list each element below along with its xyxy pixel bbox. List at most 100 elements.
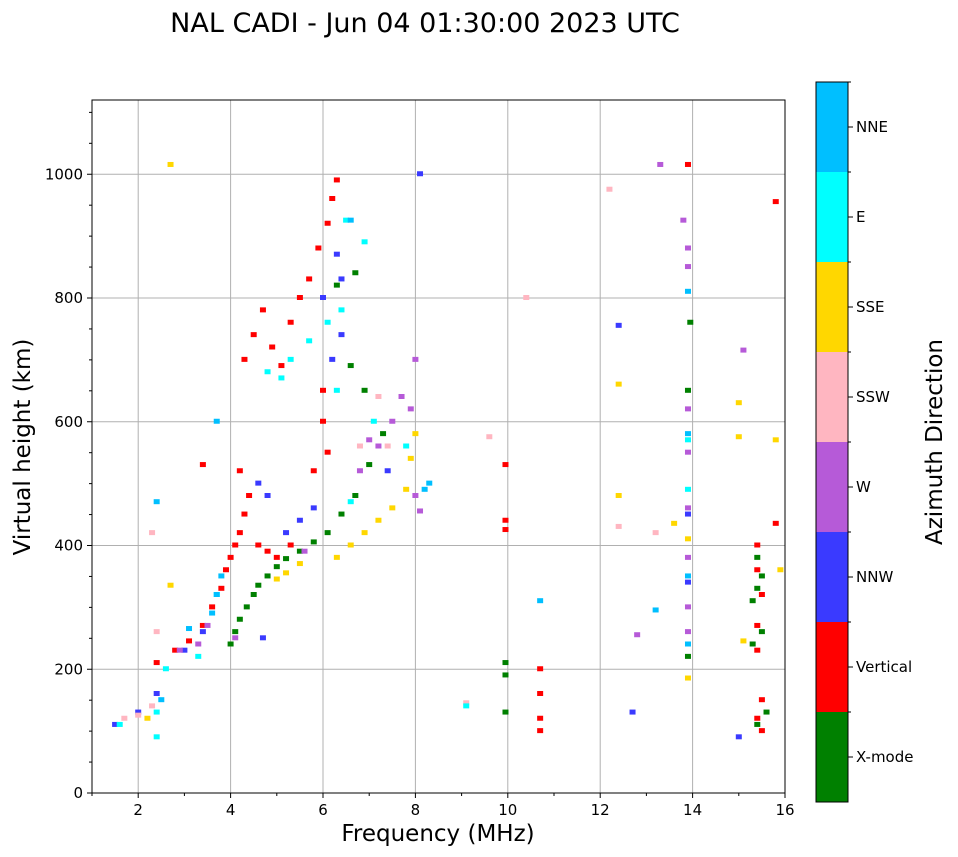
data-point bbox=[135, 709, 142, 715]
y-tick-label: 1000 bbox=[45, 165, 83, 183]
y-tick-label: 400 bbox=[54, 537, 83, 555]
data-point bbox=[754, 715, 761, 721]
data-point bbox=[537, 691, 544, 696]
data-point bbox=[255, 480, 262, 486]
data-point bbox=[502, 462, 509, 468]
data-point bbox=[167, 161, 174, 167]
data-point bbox=[333, 251, 340, 257]
data-point bbox=[763, 709, 770, 715]
data-point bbox=[758, 697, 765, 703]
data-point bbox=[684, 604, 691, 610]
data-point bbox=[754, 721, 761, 727]
data-point bbox=[243, 604, 250, 610]
data-point bbox=[537, 728, 544, 734]
data-point bbox=[735, 734, 742, 740]
data-point bbox=[144, 715, 151, 721]
x-tick-label: 4 bbox=[226, 801, 236, 819]
data-point bbox=[338, 276, 345, 282]
data-point bbox=[218, 585, 225, 591]
data-point bbox=[758, 629, 765, 635]
data-point bbox=[684, 437, 691, 443]
data-point bbox=[283, 530, 290, 536]
data-point bbox=[523, 295, 530, 300]
grid-lines bbox=[92, 100, 785, 793]
data-point bbox=[502, 527, 509, 533]
data-point bbox=[296, 548, 303, 554]
data-point bbox=[384, 468, 391, 474]
data-point bbox=[186, 638, 193, 644]
data-point bbox=[241, 511, 248, 517]
data-point bbox=[287, 319, 294, 325]
data-point bbox=[426, 480, 433, 486]
data-point bbox=[361, 387, 368, 393]
data-point bbox=[264, 548, 271, 554]
data-point bbox=[684, 486, 691, 492]
data-point bbox=[356, 468, 363, 474]
x-tick-label: 16 bbox=[775, 801, 794, 819]
data-point bbox=[652, 607, 659, 613]
data-point bbox=[684, 431, 691, 437]
data-point bbox=[463, 700, 470, 706]
data-point bbox=[384, 443, 391, 449]
data-point bbox=[684, 536, 691, 542]
colorbar-segment bbox=[816, 442, 848, 532]
data-point bbox=[199, 622, 206, 628]
data-point bbox=[324, 530, 331, 536]
data-point bbox=[209, 604, 216, 610]
data-point bbox=[315, 245, 322, 251]
x-tick-label: 2 bbox=[133, 801, 143, 819]
data-point bbox=[112, 721, 119, 727]
data-point bbox=[537, 666, 544, 672]
data-point bbox=[264, 493, 271, 498]
data-point bbox=[754, 585, 761, 591]
data-point bbox=[347, 363, 354, 369]
data-point bbox=[296, 561, 303, 567]
series-sse bbox=[144, 161, 784, 721]
data-point bbox=[320, 387, 326, 393]
data-point bbox=[273, 554, 280, 560]
data-point bbox=[149, 530, 156, 536]
data-point bbox=[329, 356, 336, 362]
data-point bbox=[735, 400, 742, 406]
colorbar-label-e: E bbox=[856, 208, 865, 226]
data-point bbox=[680, 217, 687, 223]
data-point bbox=[153, 660, 160, 666]
data-point bbox=[412, 493, 419, 498]
data-point bbox=[502, 660, 509, 666]
data-point bbox=[347, 217, 354, 223]
series-nne bbox=[153, 217, 691, 703]
data-point bbox=[296, 517, 303, 523]
data-point bbox=[153, 734, 160, 740]
series-nnw bbox=[112, 171, 742, 740]
data-point bbox=[324, 220, 331, 226]
data-point bbox=[352, 493, 359, 498]
data-point bbox=[652, 530, 659, 536]
x-axis-label: Frequency (MHz) bbox=[341, 821, 534, 847]
data-point bbox=[657, 161, 664, 167]
series-x-mode bbox=[227, 270, 770, 727]
data-point bbox=[412, 431, 419, 437]
data-points bbox=[112, 161, 784, 740]
data-point bbox=[278, 363, 285, 369]
data-point bbox=[684, 387, 691, 393]
data-point bbox=[264, 573, 271, 579]
data-point bbox=[306, 338, 313, 344]
data-point bbox=[283, 570, 290, 576]
x-tick-label: 8 bbox=[411, 801, 421, 819]
y-tick-label: 200 bbox=[54, 660, 83, 678]
data-point bbox=[537, 715, 544, 721]
data-point bbox=[269, 344, 276, 350]
data-point bbox=[149, 703, 156, 709]
data-point bbox=[333, 387, 340, 393]
data-point bbox=[195, 641, 202, 647]
data-point bbox=[338, 332, 345, 338]
data-point bbox=[375, 443, 382, 449]
data-point bbox=[324, 319, 331, 325]
data-point bbox=[684, 554, 691, 560]
data-point bbox=[758, 728, 765, 734]
data-point bbox=[389, 505, 396, 511]
data-point bbox=[366, 437, 373, 443]
y-axis-label: Virtual height (km) bbox=[10, 339, 36, 556]
data-point bbox=[502, 517, 509, 523]
colorbar-segment bbox=[816, 712, 848, 802]
